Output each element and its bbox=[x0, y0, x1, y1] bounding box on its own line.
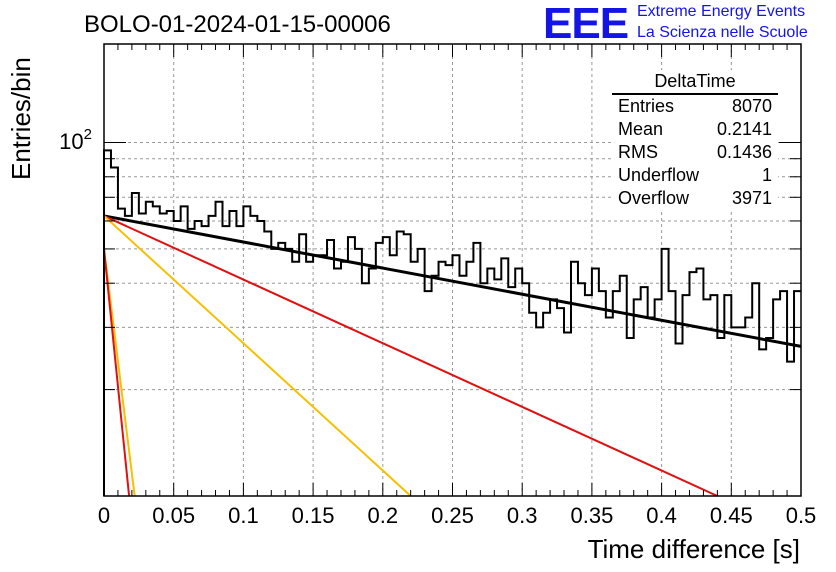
fit-curve-2 bbox=[103, 215, 412, 497]
stats-value: 3971 bbox=[731, 188, 772, 208]
stats-label: Mean bbox=[618, 119, 664, 139]
x-tick-label: 0.2 bbox=[368, 503, 399, 528]
x-axis-label: Time difference [s] bbox=[587, 534, 800, 564]
stats-box: DeltaTime Entries 8070 Mean 0.2141 RMS 0.14… bbox=[612, 70, 778, 210]
x-tick-label: 0.3 bbox=[507, 503, 538, 528]
x-tick-label: 0.35 bbox=[570, 503, 613, 528]
x-tick-labels: 0 0.05 0.1 0.15 0.2 0.25 0.3 0.35 0.4 0.45 0.5 bbox=[98, 503, 816, 528]
y-tick-label-100: 102 bbox=[59, 126, 92, 154]
fit-curves bbox=[103, 214, 802, 497]
eee-logo-line1: Extreme Energy Events bbox=[637, 3, 806, 20]
fit-curve-1 bbox=[103, 215, 718, 497]
x-tick-label: 0.45 bbox=[710, 503, 753, 528]
grid-lines bbox=[104, 44, 801, 496]
stats-label: Underflow bbox=[618, 165, 700, 185]
stats-value: 0.1436 bbox=[716, 142, 772, 162]
stats-title: DeltaTime bbox=[612, 70, 778, 95]
plot-frame bbox=[103, 43, 802, 497]
histogram-step-line bbox=[103, 149, 801, 496]
stats-row-overflow: Overflow 3971 bbox=[612, 187, 778, 210]
stats-label: Overflow bbox=[618, 188, 690, 208]
stats-row-mean: Mean 0.2141 bbox=[612, 118, 778, 141]
stats-row-underflow: Underflow 1 bbox=[612, 164, 778, 187]
stats-label: RMS bbox=[618, 142, 658, 162]
x-tick-label: 0.05 bbox=[152, 503, 195, 528]
x-tick-label: 0.4 bbox=[646, 503, 677, 528]
fit-curve-4 bbox=[103, 248, 131, 497]
x-tick-label: 0 bbox=[98, 503, 110, 528]
chart-title: BOLO-01-2024-01-15-00006 bbox=[84, 11, 391, 38]
histogram-series bbox=[103, 149, 801, 496]
x-tick-label: 0.25 bbox=[431, 503, 474, 528]
stats-value: 0.2141 bbox=[716, 119, 772, 139]
stats-value: 8070 bbox=[731, 96, 772, 116]
stats-row-rms: RMS 0.1436 bbox=[612, 141, 778, 164]
stats-row-entries: Entries 8070 bbox=[612, 95, 778, 118]
x-tick-label: 0.1 bbox=[228, 503, 259, 528]
fit-curve-0 bbox=[103, 214, 802, 348]
eee-logo: EEE bbox=[543, 0, 629, 48]
stats-value: 1 bbox=[761, 165, 772, 185]
x-tick-label: 0.15 bbox=[292, 503, 335, 528]
eee-logo-line2: La Scienza nelle Scuole bbox=[637, 24, 808, 41]
x-tick-label: 0.5 bbox=[786, 503, 817, 528]
stats-label: Entries bbox=[618, 96, 675, 116]
y-axis-label: Entries/bin bbox=[6, 57, 36, 180]
